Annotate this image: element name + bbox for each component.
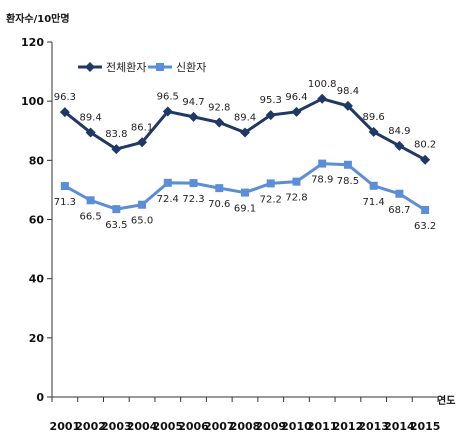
x-tick-label: 2008 xyxy=(230,420,261,433)
data-label: 72.4 xyxy=(157,194,179,205)
data-label: 71.4 xyxy=(363,197,385,208)
x-tick-label: 2013 xyxy=(358,420,389,433)
data-point xyxy=(111,144,122,155)
data-point xyxy=(112,205,121,214)
data-label: 72.2 xyxy=(260,194,282,205)
data-point xyxy=(86,196,95,205)
data-point xyxy=(369,181,378,190)
data-point xyxy=(240,127,250,138)
data-label: 70.6 xyxy=(208,199,230,210)
data-label: 95.3 xyxy=(260,95,282,106)
data-point xyxy=(342,100,353,111)
series-2: 71.366.5 63.5 65.0 72.4 72.3 70.6 69.1 72.2 72.8… xyxy=(54,159,436,232)
series-1: 96.389.483.886.196.5 94.792.889.495.3 96.4… xyxy=(54,79,436,165)
data-label: 89.6 xyxy=(363,112,385,123)
x-tick-label: 2014 xyxy=(384,420,415,433)
legend-label: 전체환자 xyxy=(106,61,146,74)
data-point xyxy=(189,179,198,188)
y-tick-label: 120 xyxy=(21,36,44,49)
data-label: 89.4 xyxy=(79,113,101,124)
data-point xyxy=(421,206,430,215)
data-point xyxy=(291,106,302,117)
x-tick-label: 2012 xyxy=(333,420,364,433)
data-label: 92.8 xyxy=(208,102,230,113)
data-point xyxy=(215,184,224,193)
x-tick-label: 2005 xyxy=(152,420,183,433)
series-layer: 96.389.483.886.196.5 94.792.889.495.3 96.4… xyxy=(54,79,437,232)
data-label: 71.3 xyxy=(54,197,76,208)
data-label: 86.1 xyxy=(131,122,153,133)
x-tick-label: 2006 xyxy=(178,420,209,433)
data-label: 72.3 xyxy=(182,194,204,205)
data-point xyxy=(420,154,431,165)
x-tick-label: 2009 xyxy=(255,420,286,433)
x-tick-label: 2003 xyxy=(101,420,132,433)
data-label: 83.8 xyxy=(105,129,127,140)
data-point xyxy=(188,111,199,122)
x-tick-label: 2002 xyxy=(75,420,106,433)
data-point xyxy=(265,110,276,121)
legend-marker xyxy=(156,63,164,71)
data-label: 100.8 xyxy=(308,79,337,90)
data-label: 96.3 xyxy=(54,92,76,103)
data-point xyxy=(214,117,225,128)
data-label: 89.4 xyxy=(234,113,256,124)
data-point xyxy=(59,107,70,118)
data-point xyxy=(394,140,405,151)
y-tick-label: 100 xyxy=(21,95,44,108)
y-tick-label: 0 xyxy=(36,391,44,404)
data-point xyxy=(137,137,148,148)
x-tick-label: 2011 xyxy=(307,420,338,433)
data-label: 98.4 xyxy=(337,86,359,97)
data-point xyxy=(318,159,327,168)
x-tick-label: 2010 xyxy=(281,420,312,433)
data-label: 63.5 xyxy=(105,220,127,231)
data-point xyxy=(138,200,147,209)
data-label: 69.1 xyxy=(234,204,256,215)
data-point xyxy=(60,182,69,191)
y-axis-label: 환자수/10만명 xyxy=(6,12,70,25)
data-point xyxy=(317,93,328,104)
data-label: 72.8 xyxy=(285,193,307,204)
x-tick-label: 2004 xyxy=(127,420,158,433)
data-point xyxy=(368,126,379,137)
data-label: 68.7 xyxy=(388,205,410,216)
data-point xyxy=(292,177,301,186)
data-label: 78.9 xyxy=(311,175,333,186)
data-label: 80.2 xyxy=(414,140,436,151)
data-point xyxy=(343,160,352,169)
data-label: 84.9 xyxy=(388,126,410,137)
data-label: 66.5 xyxy=(79,211,101,222)
data-point xyxy=(162,106,173,117)
data-label: 65.0 xyxy=(131,216,153,227)
data-point xyxy=(85,127,96,138)
legend: 전체환자 신환자 xyxy=(78,61,206,74)
x-axis-label: 연도 xyxy=(437,394,455,407)
y-tick-label: 60 xyxy=(29,214,45,227)
data-point xyxy=(395,189,404,198)
x-tick-label: 2015 xyxy=(410,420,441,433)
data-point xyxy=(163,178,172,187)
y-tick-label: 40 xyxy=(29,273,45,286)
y-tick-label: 20 xyxy=(29,332,45,345)
legend-marker xyxy=(85,62,95,72)
data-label: 96.5 xyxy=(157,92,179,103)
y-tick-label: 80 xyxy=(29,154,45,167)
legend-item-2: 신환자 xyxy=(148,61,206,74)
x-tick-label: 2007 xyxy=(204,420,235,433)
data-label: 78.5 xyxy=(337,176,359,187)
data-point xyxy=(266,179,275,188)
data-point xyxy=(241,188,249,197)
legend-item-1: 전체환자 xyxy=(78,61,146,74)
x-tick-label: 2001 xyxy=(50,420,81,433)
data-label: 63.2 xyxy=(414,221,436,232)
data-label: 96.4 xyxy=(285,92,307,103)
data-label: 94.7 xyxy=(182,97,204,108)
ticks: 0204060801001202001200220032004200520062… xyxy=(21,36,440,433)
legend-label: 신환자 xyxy=(176,61,206,74)
